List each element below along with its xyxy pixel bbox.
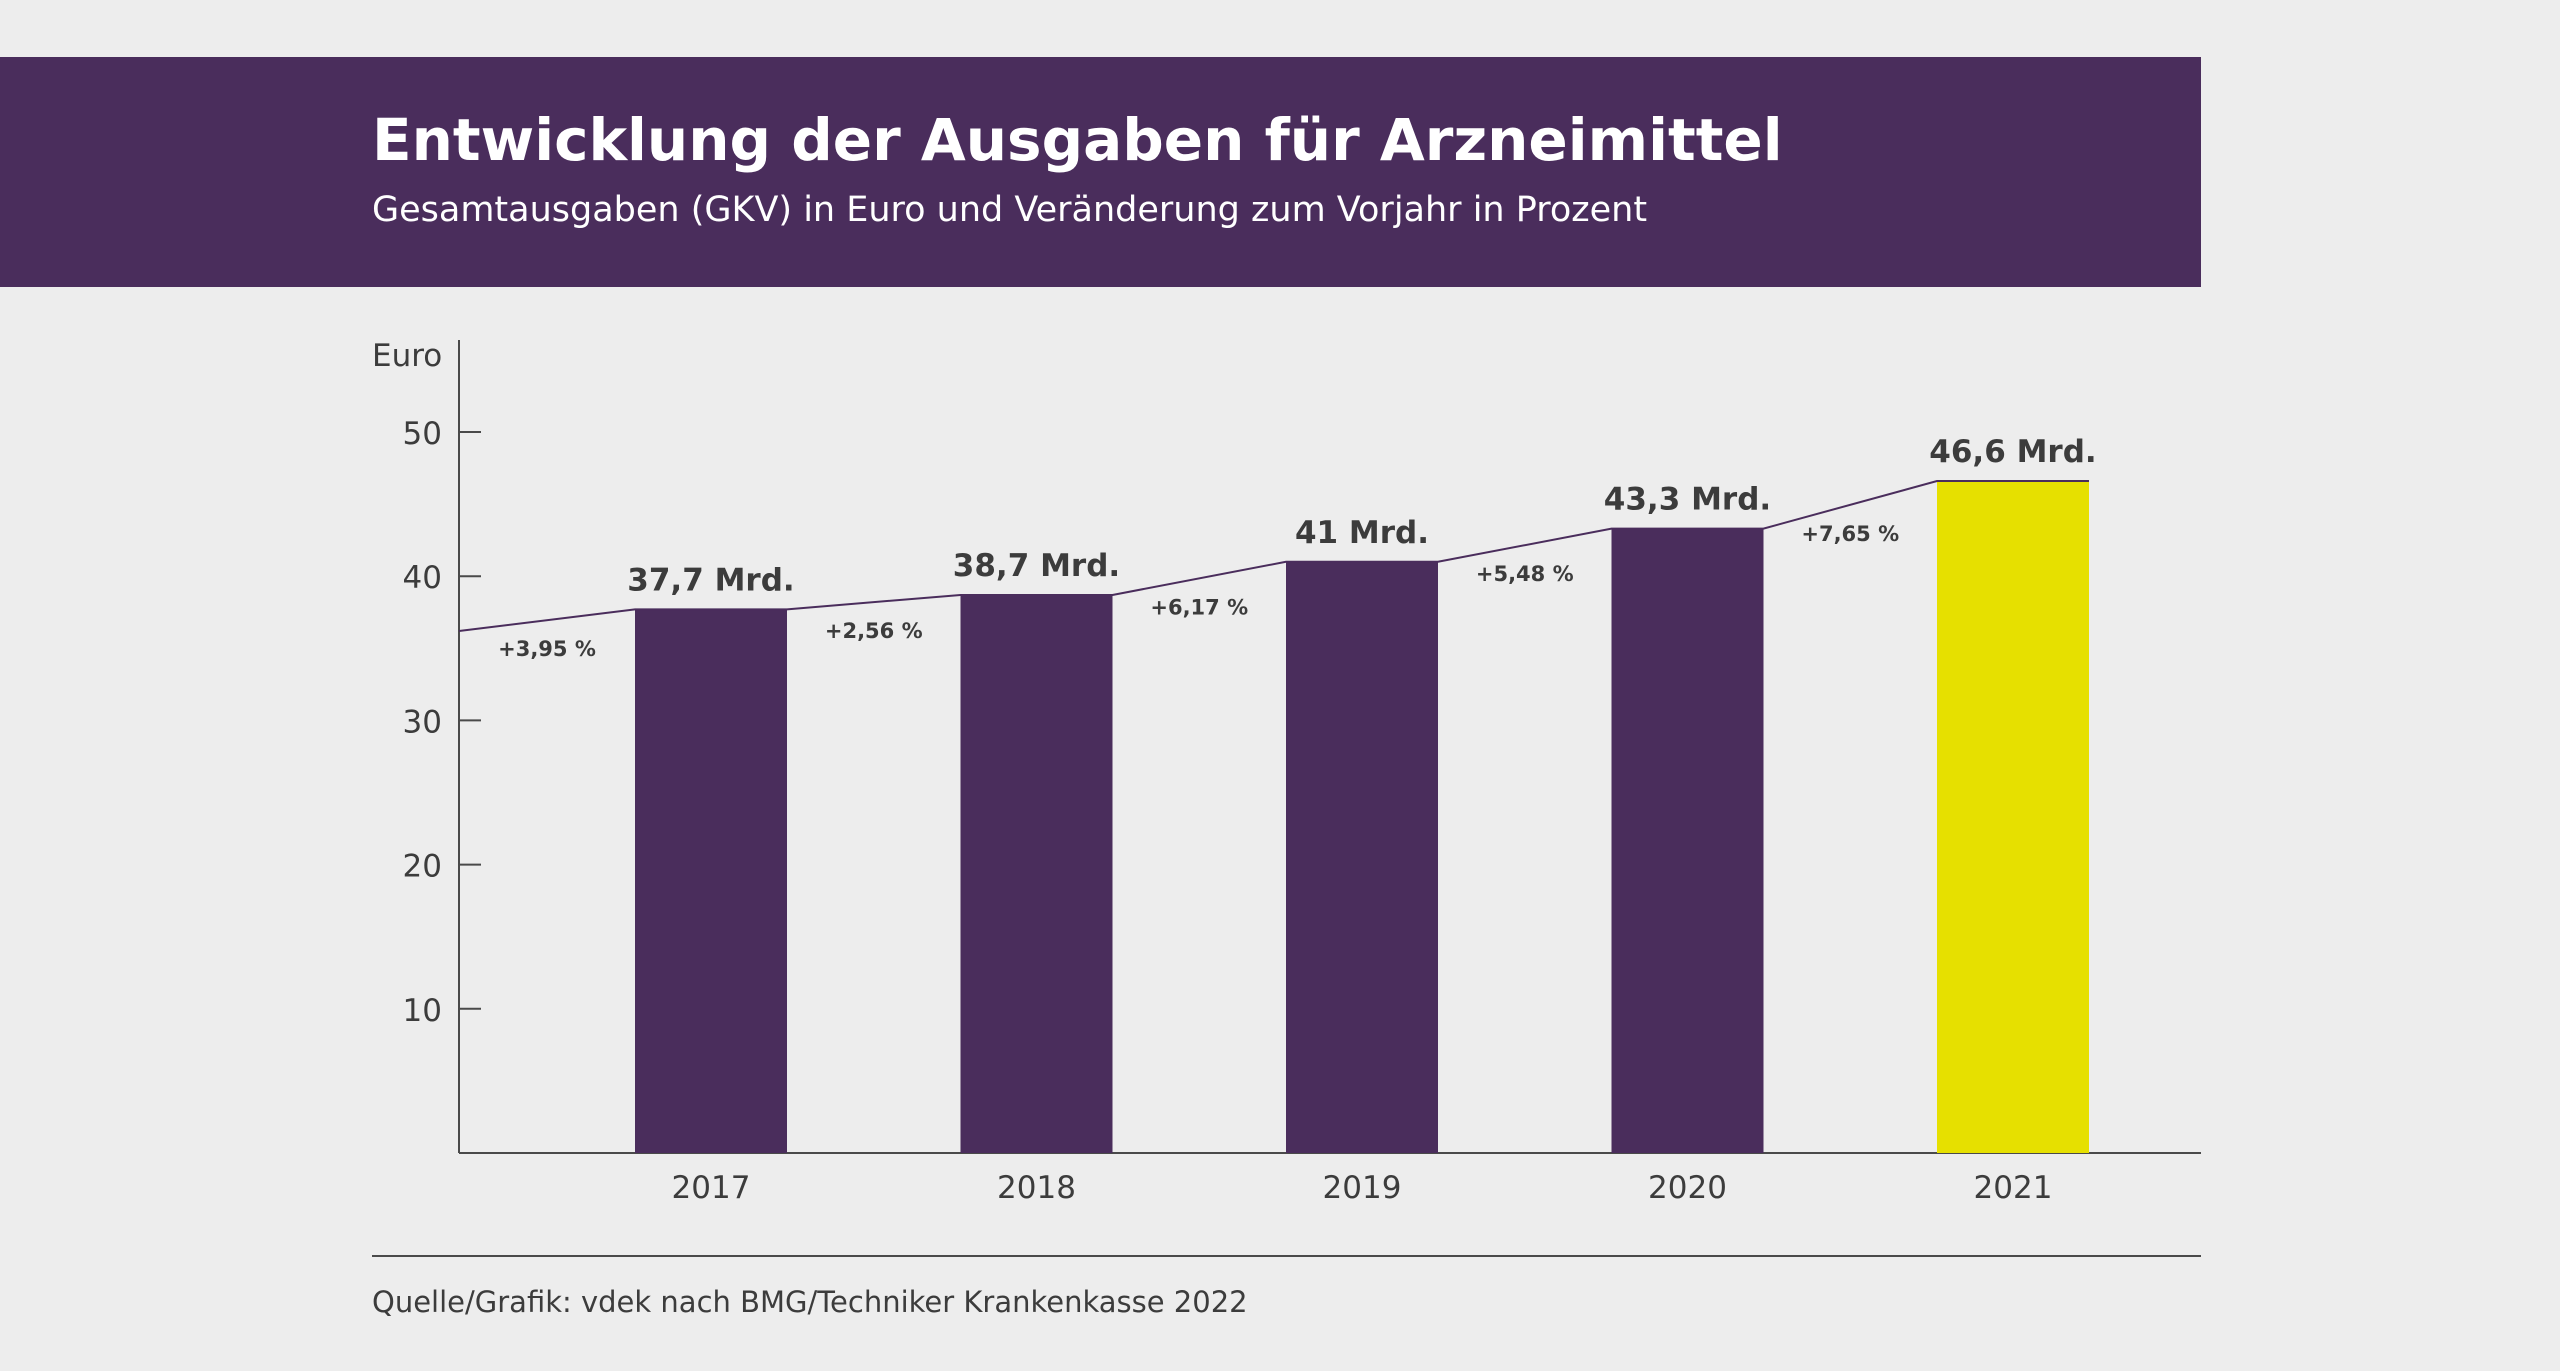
chart-title: Entwicklung der Ausgaben für Arzneimitte…	[372, 106, 1783, 174]
change-label-2017: +3,95 %	[498, 637, 596, 661]
y-tick-label-30: 30	[403, 704, 442, 740]
header-band	[0, 57, 2201, 287]
change-label-2021: +7,65 %	[1801, 522, 1899, 546]
y-tick-label-40: 40	[403, 560, 442, 596]
value-label-2020: 43,3 Mrd.	[1604, 482, 1771, 518]
change-label-2018: +2,56 %	[825, 619, 923, 643]
x-tick-label-2021: 2021	[1974, 1170, 2053, 1206]
source-note: Quelle/Grafik: vdek nach BMG/Techniker K…	[372, 1285, 1248, 1319]
y-axis-label: Euro	[372, 338, 442, 374]
y-tick-label-10: 10	[403, 993, 442, 1029]
bar-2021	[1937, 481, 2089, 1153]
x-tick-label-2020: 2020	[1648, 1170, 1727, 1206]
value-label-2021: 46,6 Mrd.	[1929, 434, 2096, 470]
trend-connector	[458, 480, 2089, 632]
x-tick-label-2018: 2018	[997, 1170, 1076, 1206]
bar-2020	[1611, 528, 1764, 1153]
change-label-2019: +6,17 %	[1150, 595, 1248, 619]
x-tick-label-2019: 2019	[1323, 1170, 1402, 1206]
value-label-2018: 38,7 Mrd.	[953, 548, 1120, 584]
value-label-2017: 37,7 Mrd.	[627, 562, 794, 598]
x-tick-label-2017: 2017	[672, 1170, 751, 1206]
bar-2018	[960, 594, 1113, 1153]
bar-2019	[1286, 561, 1438, 1153]
value-label-2019: 41 Mrd.	[1295, 515, 1429, 551]
chart-subtitle: Gesamtausgaben (GKV) in Euro und Verände…	[372, 190, 1648, 230]
change-label-2020: +5,48 %	[1476, 562, 1574, 586]
y-tick-label-50: 50	[403, 416, 442, 452]
y-tick-label-20: 20	[403, 849, 442, 885]
bar-2017	[635, 609, 787, 1153]
source-divider	[372, 1255, 2201, 1257]
